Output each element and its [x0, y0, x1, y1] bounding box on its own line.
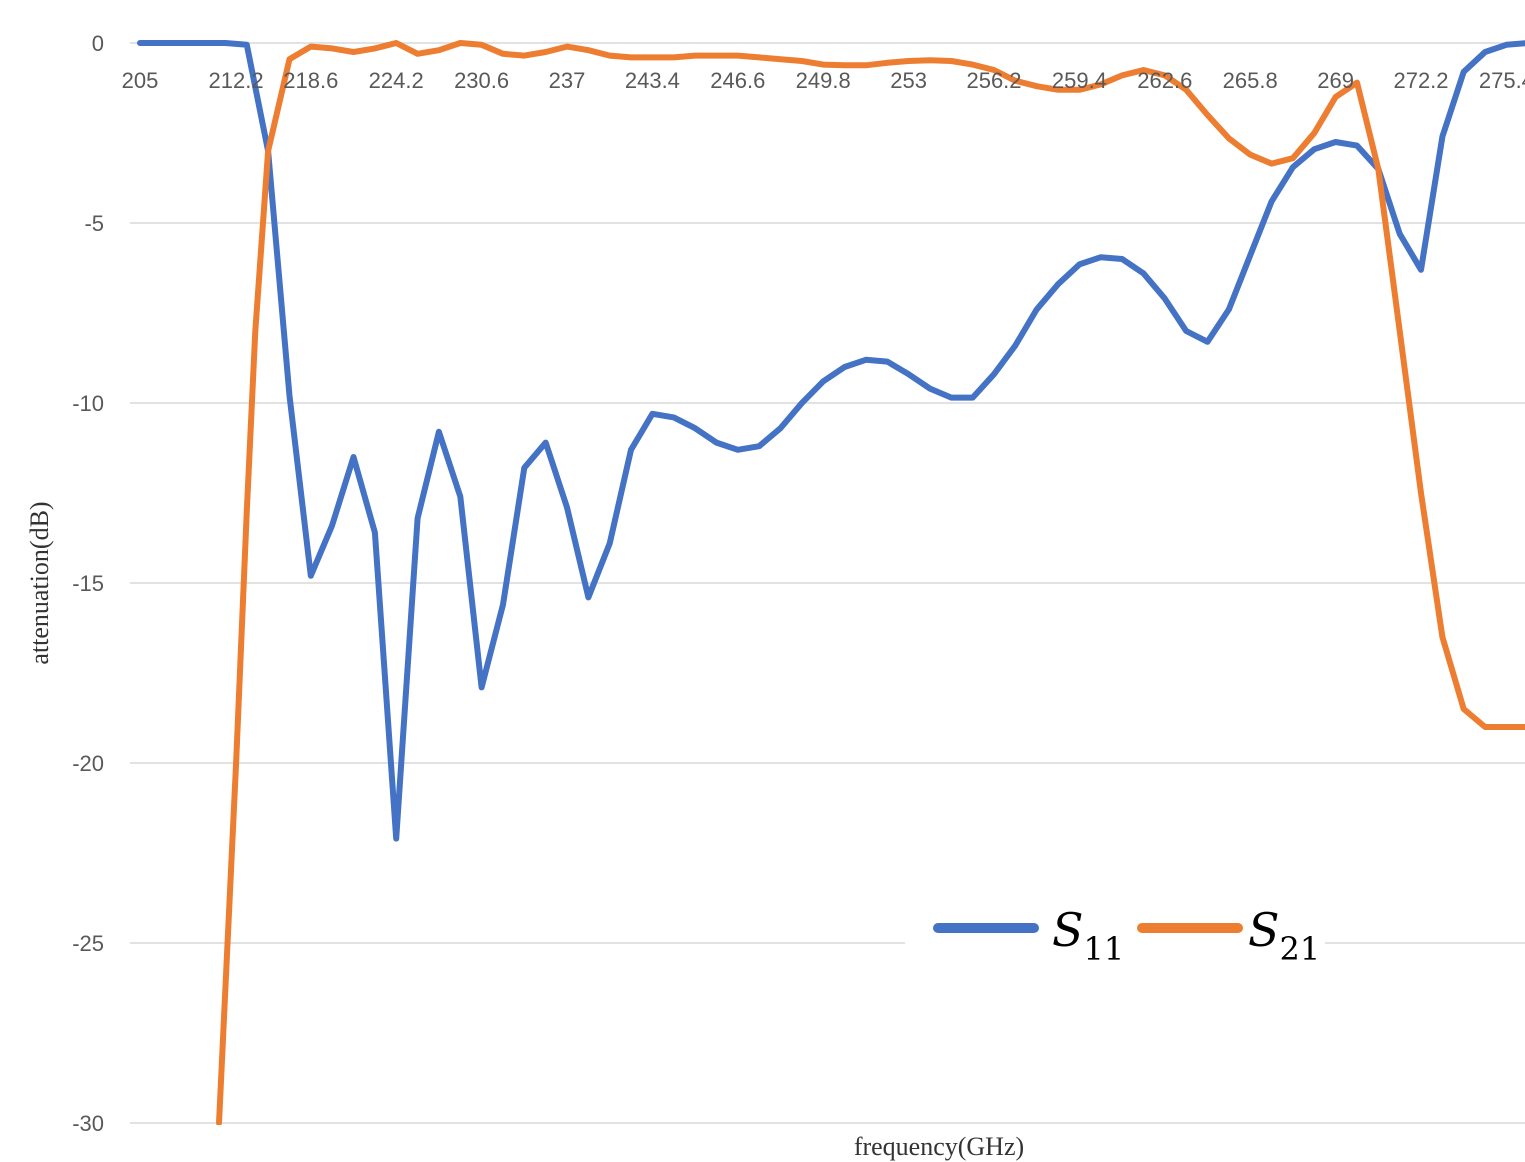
- legend-background: [905, 898, 1325, 970]
- x-tick-label: 249.8: [796, 68, 851, 93]
- x-tick-label: 246.6: [710, 68, 765, 93]
- x-tick-label: 256.2: [966, 68, 1021, 93]
- x-tick-label: 272.2: [1393, 68, 1448, 93]
- y-tick-label: -15: [72, 571, 104, 596]
- legend-item-s21: S21: [1137, 903, 1320, 968]
- legend-label-subscript: 11: [1084, 930, 1125, 968]
- x-tick-label: 259.4: [1052, 68, 1107, 93]
- y-axis-title: attenuation(dB): [25, 501, 54, 664]
- legend-label-main: S: [1248, 903, 1280, 957]
- x-tick-label: 205: [122, 68, 159, 93]
- legend-item-s11: S11: [933, 903, 1124, 968]
- x-tick-label: 262.6: [1137, 68, 1192, 93]
- legend-label: S11: [1052, 903, 1124, 968]
- series-line-s21: [216, 40, 1525, 1125]
- x-tick-label: 269: [1317, 68, 1354, 93]
- x-tick-label: 212.2: [209, 68, 264, 93]
- x-tick-label: 275.4: [1479, 68, 1525, 93]
- x-tick-label: 253: [890, 68, 927, 93]
- x-axis-title: frequency(GHz): [854, 1132, 1024, 1161]
- x-axis-tick-labels: 205 212.2 218.6 224.2 230.6 237 243.4 246.6 249.…: [122, 68, 1525, 93]
- y-tick-label: 0: [92, 31, 104, 56]
- y-axis-tick-labels: 0 -5 -10 -15 -20 -25 -30: [72, 31, 104, 1136]
- y-tick-label: -25: [72, 931, 104, 956]
- y-tick-label: -5: [84, 211, 104, 236]
- y-tick-label: -30: [72, 1111, 104, 1136]
- series-layer: [137, 40, 1525, 1125]
- legend: S11 S21: [905, 898, 1325, 970]
- x-tick-label: 218.6: [283, 68, 338, 93]
- legend-label: S21: [1248, 903, 1320, 968]
- legend-label-main: S: [1052, 903, 1084, 957]
- x-tick-label: 265.8: [1223, 68, 1278, 93]
- x-tick-label: 237: [549, 68, 586, 93]
- series-line-s11: [137, 40, 1525, 842]
- legend-label-subscript: 21: [1280, 930, 1321, 968]
- x-tick-label: 243.4: [625, 68, 680, 93]
- x-tick-label: 224.2: [369, 68, 424, 93]
- gridlines: [130, 42, 1525, 1124]
- x-tick-label: 230.6: [454, 68, 509, 93]
- y-tick-label: -10: [72, 391, 104, 416]
- y-tick-label: -20: [72, 751, 104, 776]
